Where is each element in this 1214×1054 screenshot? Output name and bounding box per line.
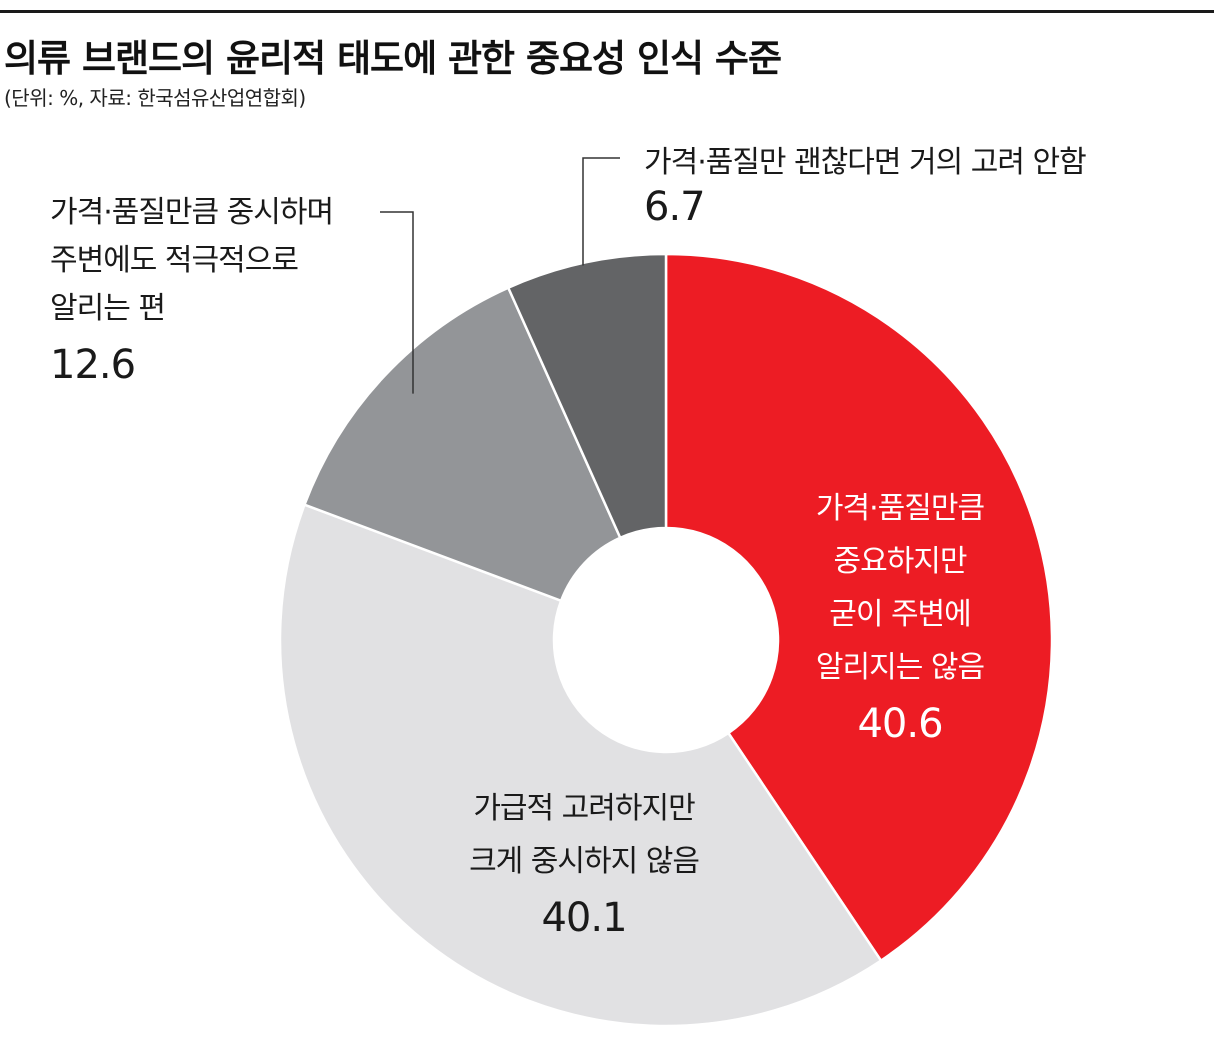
leader-line-group	[380, 157, 620, 394]
slice-group	[278, 252, 1054, 1028]
pie-slice-emphasize-and-share	[302, 286, 622, 603]
slice-value-emphasize-and-share: 12.6	[50, 342, 135, 388]
chart-title: 의류 브랜드의 윤리적 태도에 관한 중요성 인식 수준	[4, 37, 782, 80]
slice-label-consider-not-emphasize-line-2: 크게 중시하지 않음	[469, 844, 699, 879]
slice-label-barely-consider-line-1: 가격·품질만 괜찮다면 거의 고려 안함	[644, 145, 1086, 180]
slice-label-important-not-shared-line-4: 알리지는 않음	[816, 650, 984, 685]
slice-label-consider-not-emphasize-line-1: 가급적 고려하지만	[473, 791, 695, 826]
pie-slice-barely-consider	[506, 252, 668, 540]
top-rule	[0, 10, 1214, 13]
leader-line-barely-consider	[582, 157, 620, 266]
slice-label-emphasize-and-share-line-2: 주변에도 적극적으로	[50, 243, 298, 278]
slice-label-important-not-shared-line-3: 굳이 주변에	[829, 597, 971, 632]
pie-slice-consider-not-emphasize	[278, 503, 883, 1028]
pie-slice-important-not-shared	[664, 252, 1054, 963]
slice-label-emphasize-and-share-line-1: 가격·품질만큼 중시하며	[50, 195, 333, 230]
slice-label-important-not-shared-line-2: 중요하지만	[834, 544, 967, 579]
slice-value-consider-not-emphasize: 40.1	[541, 895, 626, 941]
leader-line-emphasize-and-share	[380, 211, 414, 394]
slice-value-barely-consider: 6.7	[644, 184, 705, 230]
slice-label-emphasize-and-share-line-3: 알리는 편	[50, 291, 165, 326]
chart-subtitle: (단위: %, 자료: 한국섬유산업연합회)	[4, 86, 306, 110]
slice-label-important-not-shared-line-1: 가격·품질만큼	[816, 491, 985, 526]
slice-value-important-not-shared: 40.6	[857, 701, 942, 747]
